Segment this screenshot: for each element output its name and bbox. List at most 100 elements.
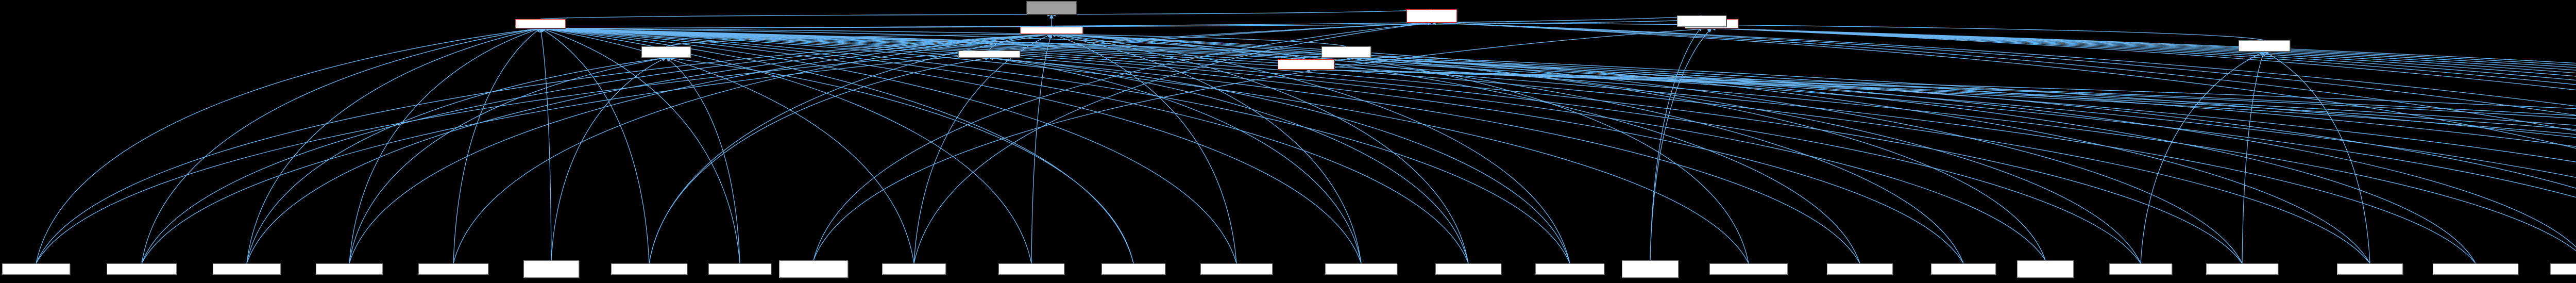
graph-node-src-ftxui-dom-bold-cpp[interactable] [1931,263,1996,275]
graph-edge [1305,68,2576,135]
graph-edge [539,26,2243,264]
graph-edge [1305,68,2576,119]
graph-edge [1710,26,2576,91]
graph-edge [539,26,2370,264]
graph-edge [1050,32,1469,264]
graph-edge [1431,21,2576,149]
graph-node-src-ftxui-dom-border-cpp[interactable] [1535,263,1604,275]
graph-edge [551,57,667,261]
graph-edge [1305,68,2576,109]
graph-edge [246,32,1053,264]
graph-edge [1431,21,2576,131]
graph-node-include-ftxui-util-autoreset-hpp[interactable] [1026,1,1077,14]
graph-node-src-ftxui-dom-clear-under-cpp[interactable] [2017,260,2074,278]
graph-node-src-ftxui-dom-canvas-cpp[interactable] [107,263,177,275]
graph-edge [36,27,541,264]
graph-edge [2263,51,2370,264]
graph-edge [539,26,2576,147]
graph-edge [539,26,2576,138]
graph-node-src-ftxui-dom-gauge-cpp[interactable] [213,263,281,275]
graph-node-src-ftxui-component-screen-interactive-cpp[interactable] [779,260,848,278]
graph-edge [1050,32,2370,264]
graph-edge [649,56,990,264]
graph-node-src-ftxui-dom-scroll-indicator-cpp[interactable] [523,260,579,278]
graph-node-src-ftxui-component-maybe-cpp[interactable] [1622,260,1679,278]
graph-edge [539,27,914,264]
graph-node-src-ftxui-dom-flex-cpp[interactable] [1101,263,1165,275]
graph-edge [539,26,1362,264]
graph-edge [1710,26,2576,71]
graph-edge [2140,51,2265,264]
graph-edge [1710,26,2576,66]
graph-node-include-ftxui-dom-deprecated-hpp[interactable] [1321,46,1371,58]
graph-edge [539,26,1964,264]
graph-edge [913,34,1053,264]
graph-node-include-ftxui-component-component-options-hpp[interactable] [1278,59,1334,70]
graph-edge [349,56,667,264]
graph-edge [141,21,1433,264]
graph-edge [649,32,1053,264]
graph-edge [1710,26,2576,77]
graph-node-src-ftxui-dom-graph-cpp[interactable] [316,263,383,275]
graph-edge [36,21,1433,264]
graph-edge [1345,56,1749,264]
graph-node-src-ftxui-dom-italic-cpp[interactable] [2337,263,2403,275]
graph-edge [539,26,2576,162]
graph-node-src-ftxui-dom-blink-cpp[interactable] [1827,263,1893,275]
graph-node-src-ftxui-dom-hbox-cpp[interactable] [1435,263,1501,275]
graph-edge [1050,33,1237,264]
graph-node-src-ftxui-dom-reflect-cpp[interactable] [418,263,488,275]
graph-edge [1050,32,2141,264]
graph-edge [1710,26,2576,81]
graph-edge [1710,26,2576,85]
graph-edge [539,26,2576,178]
graph-edge [141,27,541,264]
graph-node-src-ftxui-dom-underlined-cpp[interactable] [2550,263,2576,275]
graph-edge [141,32,1053,264]
graph-node-src-ftxui-dom-dim-cpp[interactable] [2109,263,2172,275]
graph-edge [539,26,2141,264]
graph-edge [539,28,650,264]
graph-edge [665,57,740,264]
graph-edge [988,56,1570,264]
graph-node-include-ftxui-screen-screen-hpp[interactable] [2239,40,2290,52]
graph-node-src-ftxui-dom-dbox-cpp[interactable] [998,263,1064,275]
graph-node-include-ftxui-screen-box-hpp[interactable] [958,51,1020,58]
graph-node-src-ftxui-dom-separator-cpp[interactable] [611,263,687,275]
graph-edge [1345,56,2046,261]
graph-node-include-ftxui-dom-table-hpp[interactable] [1677,15,1726,27]
graph-node-src-ftxui-dom-strikethrough-cpp[interactable] [2433,263,2518,275]
graph-edge [1345,56,2576,248]
graph-edge [1710,26,2576,68]
graph-node-src-ftxui-dom-util-cpp[interactable] [708,263,771,275]
graph-edge [1650,28,1712,261]
graph-edge [1710,26,2576,74]
graph-node-src-ftxui-dom-inverted-cpp[interactable] [2206,263,2278,275]
graph-edge [1650,26,1702,261]
graph-edge [2242,51,2265,264]
graph-edge [666,32,1053,47]
graph-edge [988,56,1362,264]
graph-edge [349,27,541,264]
graph-node-include-ftxui-dom-requirement-hpp[interactable] [641,46,691,58]
graph-edge [246,27,541,264]
graph-edge [1305,68,2576,116]
graph-node-include-ftxui-screen-screen-hpp[interactable] [1406,9,1457,23]
graph-node-src-ftxui-dom-text-cpp[interactable] [882,263,946,275]
graph-edge [539,26,1749,264]
graph-edge [1345,56,2476,264]
graph-node-src-ftxui-dom-frame-cpp[interactable] [2,263,70,275]
graph-edge [36,32,1053,264]
graph-edge [539,26,2576,252]
graph-edge [1305,68,2576,130]
graph-node-include-ftxui-dom-elements-hpp[interactable] [515,19,566,28]
graph-node-include-ftxui-dom-node-hpp[interactable] [1020,27,1083,34]
graph-node-src-ftxui-dom-gridbox-cpp[interactable] [1325,263,1397,275]
graph-edge [1050,9,1432,16]
graph-node-src-ftxui-dom-automerge-cpp[interactable] [1709,263,1788,275]
graph-edge [246,56,667,264]
graph-edge [665,56,1134,264]
graph-node-src-ftxui-dom-flexbox-cpp[interactable] [1200,263,1273,275]
